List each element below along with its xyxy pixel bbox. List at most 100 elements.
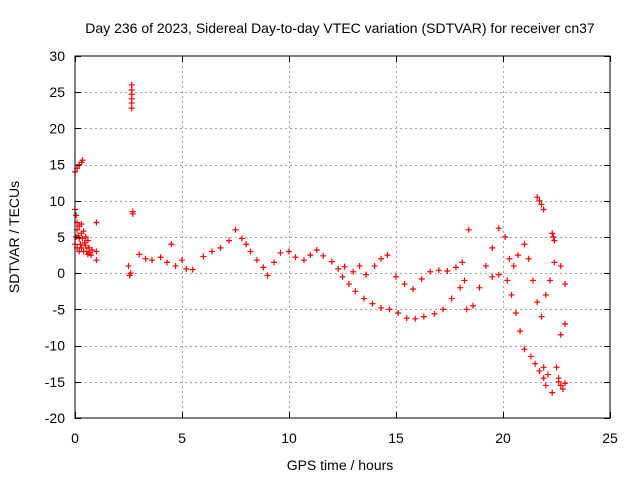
data-point bbox=[538, 313, 545, 320]
data-point bbox=[410, 286, 417, 293]
data-point bbox=[341, 263, 348, 270]
data-point bbox=[540, 375, 547, 382]
data-point bbox=[549, 230, 556, 237]
data-point bbox=[521, 346, 528, 353]
data-point bbox=[482, 262, 489, 269]
x-tick-label: 0 bbox=[71, 430, 79, 446]
data-point bbox=[551, 259, 558, 266]
data-point bbox=[395, 310, 402, 317]
data-point bbox=[73, 212, 80, 219]
data-point bbox=[448, 295, 455, 302]
x-tick-label: 5 bbox=[178, 430, 186, 446]
data-point bbox=[540, 364, 547, 371]
data-point bbox=[93, 219, 100, 226]
data-point bbox=[401, 281, 408, 288]
data-point bbox=[431, 310, 438, 317]
data-point bbox=[339, 273, 346, 280]
data-point bbox=[378, 255, 385, 262]
data-point bbox=[549, 389, 556, 396]
x-tick-label: 20 bbox=[495, 430, 511, 446]
data-point bbox=[142, 255, 149, 262]
data-point bbox=[461, 277, 468, 284]
y-tick-label: -20 bbox=[45, 410, 65, 426]
data-point bbox=[559, 386, 566, 393]
data-point bbox=[547, 277, 554, 284]
data-point bbox=[465, 226, 472, 233]
data-point bbox=[79, 157, 86, 164]
chart-title: Day 236 of 2023, Sidereal Day-to-day VTE… bbox=[85, 20, 595, 36]
data-point bbox=[544, 371, 551, 378]
data-point bbox=[125, 262, 132, 269]
data-point bbox=[164, 259, 171, 266]
y-tick-label: 5 bbox=[57, 229, 65, 245]
data-point bbox=[271, 259, 278, 266]
data-point bbox=[217, 244, 224, 251]
data-point bbox=[504, 277, 511, 284]
data-point bbox=[128, 105, 135, 112]
data-point bbox=[444, 268, 451, 275]
y-tick-label: -15 bbox=[45, 374, 65, 390]
y-tick-label: 15 bbox=[49, 157, 65, 173]
data-point bbox=[128, 81, 135, 88]
data-point bbox=[264, 272, 271, 279]
data-point bbox=[300, 257, 307, 264]
data-point bbox=[208, 248, 215, 255]
data-point bbox=[508, 291, 515, 298]
data-point bbox=[172, 262, 179, 269]
data-point bbox=[84, 237, 91, 244]
data-point bbox=[452, 264, 459, 271]
data-point bbox=[83, 248, 90, 255]
data-point bbox=[470, 302, 477, 309]
data-point bbox=[335, 265, 342, 272]
data-point bbox=[286, 248, 292, 255]
data-point bbox=[557, 382, 564, 389]
data-point bbox=[226, 237, 233, 244]
data-point bbox=[253, 257, 260, 264]
y-tick-label: 10 bbox=[49, 193, 65, 209]
data-point bbox=[555, 375, 562, 382]
data-point bbox=[360, 295, 367, 302]
data-point bbox=[412, 315, 419, 322]
data-point bbox=[435, 267, 442, 274]
data-point bbox=[514, 252, 521, 259]
data-point bbox=[371, 262, 378, 269]
data-point bbox=[418, 275, 425, 282]
data-point bbox=[521, 241, 528, 248]
data-point bbox=[200, 253, 207, 260]
data-point bbox=[189, 266, 196, 273]
series-main-band bbox=[136, 225, 569, 320]
data-point bbox=[512, 310, 519, 317]
series-late-high bbox=[534, 194, 558, 244]
data-point bbox=[81, 239, 88, 246]
data-point bbox=[550, 234, 557, 240]
y-tick-label: -5 bbox=[53, 301, 66, 317]
data-point bbox=[557, 331, 564, 338]
data-point bbox=[88, 252, 95, 259]
data-point bbox=[463, 306, 470, 313]
data-point bbox=[427, 268, 434, 275]
series-vertical-column bbox=[128, 81, 135, 112]
data-point bbox=[502, 234, 509, 240]
y-tick-label: -10 bbox=[45, 338, 65, 354]
data-point bbox=[93, 248, 100, 255]
data-point bbox=[260, 264, 267, 271]
data-point bbox=[157, 254, 164, 261]
data-point bbox=[440, 306, 447, 313]
data-point bbox=[80, 228, 87, 235]
y-tick-label: 0 bbox=[57, 265, 65, 281]
data-point bbox=[93, 257, 100, 264]
data-point bbox=[420, 313, 427, 320]
x-tick-label: 25 bbox=[602, 430, 618, 446]
y-tick-label: 20 bbox=[49, 120, 65, 136]
data-point bbox=[79, 235, 86, 242]
y-tick-label: 30 bbox=[49, 48, 65, 64]
data-point bbox=[243, 241, 250, 248]
data-point bbox=[82, 242, 89, 249]
data-point bbox=[562, 281, 569, 288]
data-point bbox=[459, 259, 466, 266]
series-late-low bbox=[540, 375, 569, 393]
data-point bbox=[553, 364, 560, 371]
data-point bbox=[489, 273, 496, 280]
data-point bbox=[129, 210, 136, 217]
